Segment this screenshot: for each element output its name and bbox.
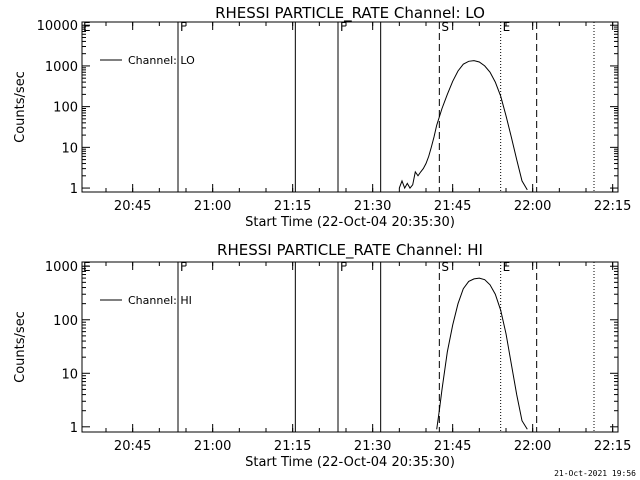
footer-timestamp: 21-Oct-2021 19:56 bbox=[554, 469, 636, 478]
x-tick-label: 21:45 bbox=[434, 439, 471, 454]
x-tick-label: 21:00 bbox=[194, 439, 231, 454]
y-tick-label: 1000 bbox=[45, 60, 78, 75]
y-tick-label: 10 bbox=[61, 141, 78, 156]
series-line bbox=[436, 277, 528, 430]
event-label: E bbox=[503, 260, 511, 274]
y-tick-label: 1000 bbox=[45, 260, 78, 275]
event-label: F bbox=[340, 20, 347, 34]
x-tick-label: 20:45 bbox=[114, 199, 151, 214]
y-tick-label: 1 bbox=[70, 182, 78, 197]
plot-frame bbox=[81, 21, 619, 193]
y-axis-label: Counts/sec bbox=[13, 311, 28, 383]
chart-2: RHESSI PARTICLE_RATE Channel: HI Start Ti… bbox=[13, 241, 631, 470]
x-axis-label: Start Time (22-Oct-04 20:35:30) bbox=[245, 455, 455, 470]
left-edge-marker: E bbox=[83, 260, 91, 274]
event-label: S bbox=[441, 20, 449, 34]
x-tick-label: 21:15 bbox=[274, 199, 311, 214]
y-tick-label: 100 bbox=[53, 314, 78, 329]
y-tick-label: 10 bbox=[61, 367, 78, 382]
chart-title: RHESSI PARTICLE_RATE Channel: HI bbox=[217, 241, 483, 260]
event-label: E bbox=[503, 20, 511, 34]
y-axis-label: Counts/sec bbox=[13, 71, 28, 143]
y-tick-label: 10000 bbox=[37, 19, 78, 34]
left-edge-marker: E bbox=[83, 20, 91, 34]
x-tick-label: 21:45 bbox=[434, 199, 471, 214]
series-line bbox=[398, 60, 528, 191]
y-tick-label: 1 bbox=[70, 421, 78, 436]
chart-1: RHESSI PARTICLE_RATE Channel: LO Start Ti… bbox=[13, 4, 631, 230]
event-label: F bbox=[180, 260, 187, 274]
x-axis-label: Start Time (22-Oct-04 20:35:30) bbox=[245, 215, 455, 230]
x-tick-label: 22:15 bbox=[594, 439, 631, 454]
x-tick-label: 20:45 bbox=[114, 439, 151, 454]
plot-frame bbox=[81, 261, 619, 433]
x-tick-label: 21:30 bbox=[354, 199, 391, 214]
x-tick-label: 22:15 bbox=[594, 199, 631, 214]
legend-entry: Channel: LO bbox=[128, 54, 195, 67]
x-tick-label: 21:00 bbox=[194, 199, 231, 214]
x-tick-label: 21:15 bbox=[274, 439, 311, 454]
x-tick-label: 22:00 bbox=[514, 199, 551, 214]
x-tick-label: 22:00 bbox=[514, 439, 551, 454]
event-label: S bbox=[441, 260, 449, 274]
y-tick-label: 100 bbox=[53, 101, 78, 116]
event-label: F bbox=[340, 260, 347, 274]
chart-title: RHESSI PARTICLE_RATE Channel: LO bbox=[215, 4, 485, 23]
x-tick-label: 21:30 bbox=[354, 439, 391, 454]
event-label: F bbox=[180, 20, 187, 34]
legend-entry: Channel: HI bbox=[128, 294, 192, 307]
